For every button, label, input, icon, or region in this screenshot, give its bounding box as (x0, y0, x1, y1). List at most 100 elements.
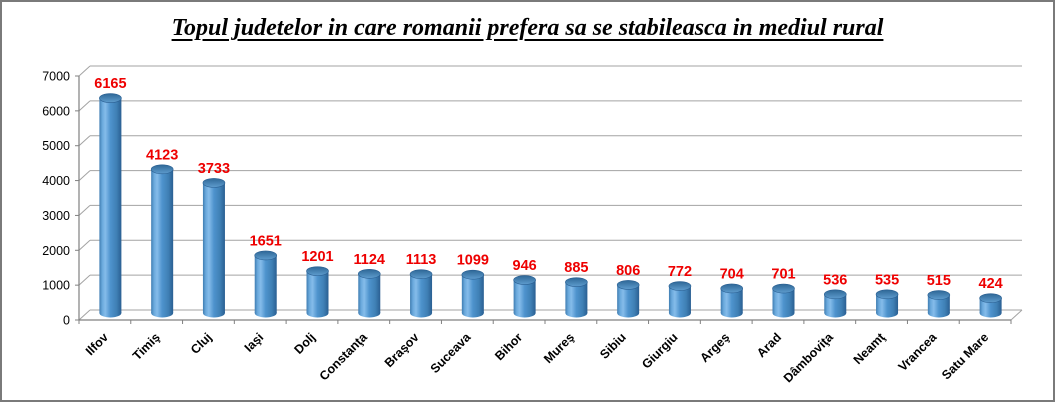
bar-body (876, 294, 899, 313)
x-axis-category-label: Bihor (492, 330, 525, 363)
bar-value-label: 701 (771, 267, 795, 283)
bar-cylinder (668, 281, 692, 318)
bar-cylinder (565, 277, 588, 318)
gridline-wall-slant (78, 205, 91, 216)
x-axis-category-label: Dolj (292, 330, 319, 357)
bar-body (513, 280, 536, 313)
gridline-wall-slant (78, 100, 91, 112)
bar-top-ellipse (409, 269, 433, 280)
bar-body (461, 274, 484, 313)
gridline-wall-slant (78, 65, 91, 77)
bar-body (306, 271, 329, 313)
x-axis-category-label: Neamţ (851, 330, 889, 368)
bar-top-ellipse (720, 283, 744, 294)
bar-value-label: 3733 (198, 161, 230, 177)
bar-value-label: 424 (979, 276, 1003, 292)
bar-cylinder (979, 293, 1002, 318)
bar-value-label: 772 (668, 264, 692, 280)
bar-value-label: 885 (564, 260, 588, 276)
bar-value-label: 535 (875, 272, 899, 288)
bar-top-ellipse (202, 178, 226, 188)
bar-body (720, 288, 743, 313)
bar-value-label: 4123 (146, 147, 178, 163)
bar-value-label: 1124 (354, 252, 385, 268)
bar-cylinder (254, 250, 278, 318)
bar-cylinder (616, 280, 640, 318)
bar-value-label: 1099 (457, 253, 489, 269)
gridline-wall-slant (78, 239, 91, 251)
y-axis-label: 1000 (42, 279, 70, 293)
bar-cylinder (202, 178, 226, 318)
bar-value-label: 1201 (301, 249, 333, 265)
bar-cylinder (99, 93, 122, 318)
bar-value-label: 946 (513, 258, 537, 274)
bar-top-ellipse (461, 269, 485, 280)
gridline-wall-slant (78, 309, 91, 321)
bar-body (99, 98, 122, 313)
bar-cylinder (461, 269, 485, 318)
bar-body (927, 295, 950, 313)
bar-top-ellipse (875, 289, 899, 300)
y-axis-label: 4000 (42, 174, 70, 188)
bar-value-label: 515 (927, 273, 951, 289)
bar-body (565, 282, 588, 313)
bar-value-label: 704 (720, 266, 744, 282)
bar-value-label: 6165 (94, 76, 126, 92)
bar-body (668, 286, 691, 313)
bar-body (151, 169, 174, 313)
bar-cylinder (720, 283, 744, 318)
x-axis-category-label: Iaşi (242, 330, 267, 355)
bar-cylinder (306, 266, 329, 318)
x-axis-category-label: Timiş (130, 330, 163, 363)
bar-value-label: 806 (616, 263, 640, 279)
bar-cylinder (409, 269, 433, 318)
x-axis-category-label: Dâmboviţa (781, 329, 837, 385)
bar-cylinder (772, 283, 795, 318)
bar-body (358, 273, 381, 313)
bar-cylinder (875, 289, 899, 318)
bar-top-ellipse (823, 289, 847, 300)
x-axis-category-label: Constanţa (317, 329, 371, 383)
chart-title: Topul judetelor in care romanii prefera … (171, 15, 884, 41)
bar-top-ellipse (513, 275, 536, 285)
bar-cylinder (513, 275, 536, 318)
x-axis-category-label: Suceava (428, 329, 475, 376)
x-axis-category-label: Ilfov (83, 330, 111, 358)
x-axis-category-label: Giurgiu (639, 330, 680, 371)
bar-cylinder (150, 164, 174, 318)
y-axis-label: 5000 (42, 139, 70, 153)
bar-top-ellipse (565, 277, 588, 287)
bar-cylinder (357, 269, 381, 318)
bar-body (772, 288, 795, 313)
x-axis-category-label: Satu Mare (939, 330, 991, 382)
bar-top-ellipse (927, 290, 951, 300)
x-axis-category-label: Argeş (697, 330, 732, 365)
y-axis-label: 2000 (42, 244, 70, 258)
bar-top-ellipse (150, 164, 174, 175)
x-axis-category-label: Mureş (541, 330, 577, 366)
gridline-wall-slant (78, 274, 91, 286)
bar-value-label: 1113 (406, 252, 437, 268)
bar-body (202, 182, 225, 313)
bar-top-ellipse (668, 281, 692, 291)
bar-body (824, 294, 847, 313)
x-axis-category-label: Braşov (382, 330, 422, 370)
y-axis-label: 0 (63, 314, 70, 328)
bar-top-ellipse (616, 280, 640, 290)
y-axis-label: 7000 (42, 70, 70, 84)
gridline-wall-slant (78, 135, 91, 147)
floor-right-edge (1010, 309, 1023, 321)
bar-top-ellipse (254, 250, 278, 261)
y-axis-label: 6000 (42, 104, 70, 118)
bar-body (617, 284, 640, 313)
bar-top-ellipse (357, 269, 381, 279)
bar-cylinder (823, 289, 847, 318)
bar-body (410, 274, 433, 313)
bar-top-ellipse (306, 266, 329, 276)
x-axis-category-label: Vrancea (896, 329, 941, 374)
bar-top-ellipse (979, 293, 1002, 304)
bar-value-label: 536 (823, 272, 847, 288)
bar-value-label: 1651 (250, 233, 282, 249)
